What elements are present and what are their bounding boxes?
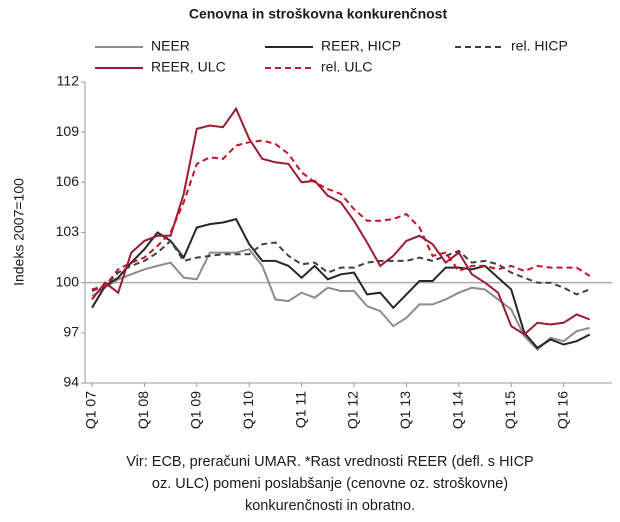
x-tick-label: Q1 11: [292, 391, 308, 428]
series-line: [91, 139, 591, 291]
source-note: konkurenčnosti in obratno.: [245, 498, 415, 514]
x-tick-label: Q1 13: [397, 391, 413, 429]
x-tick-label: Q1 14: [450, 391, 466, 429]
source-note: oz. ULC) pomeni poslabšanje (cenovne oz.…: [152, 476, 508, 492]
x-tick-label: Q1 12: [345, 391, 361, 429]
x-tick-label: Q1 16: [554, 391, 570, 429]
legend-label: REER, ULC: [151, 59, 226, 75]
legend-label: REER, HICP: [321, 38, 401, 54]
x-tick-label: Q1 08: [135, 391, 151, 429]
legend-label: NEER: [151, 38, 190, 54]
y-tick-label: 106: [56, 173, 80, 189]
y-tick-label: 109: [56, 123, 80, 139]
x-tick-label: Q1 10: [240, 391, 256, 429]
legend-label: rel. ULC: [321, 59, 372, 75]
x-tick-label: Q1 07: [83, 391, 99, 429]
y-tick-label: 100: [56, 273, 80, 289]
series-line: [91, 248, 591, 351]
y-tick-label: 97: [63, 324, 79, 340]
y-tick-label: 112: [57, 73, 80, 89]
source-note: Vir: ECB, preračuni UMAR. *Rast vrednost…: [126, 454, 533, 470]
y-tick-label: 103: [56, 223, 80, 239]
x-tick-label: Q1 15: [502, 391, 518, 429]
y-axis-label: Indeks 2007=100: [11, 178, 27, 286]
legend-label: rel. HICP: [511, 38, 568, 54]
y-tick-label: 94: [63, 374, 79, 390]
series-line: [91, 239, 591, 296]
chart-title: Cenovna in stroškovna konkurenčnost: [189, 6, 448, 22]
x-tick-label: Q1 09: [188, 391, 204, 429]
